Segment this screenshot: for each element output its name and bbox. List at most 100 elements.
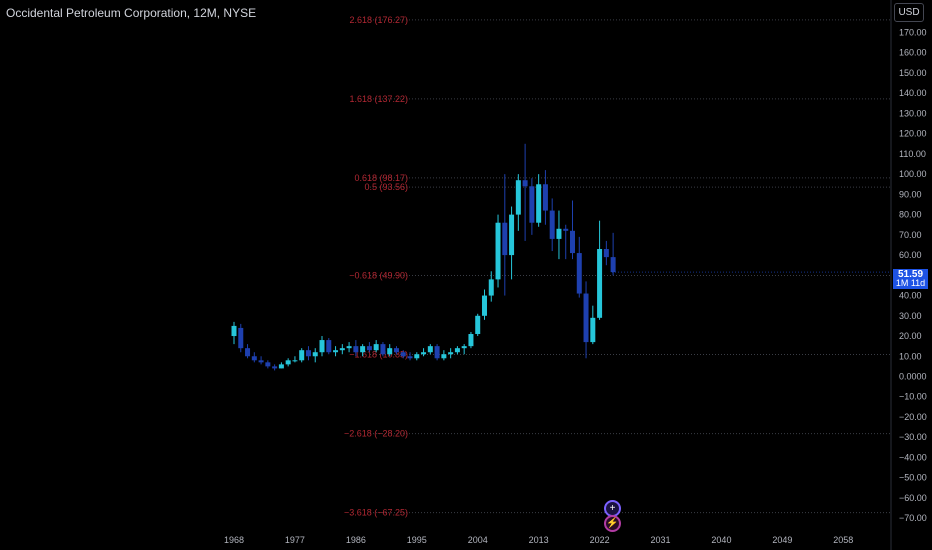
candle-body bbox=[387, 348, 393, 355]
candle-body bbox=[610, 257, 616, 273]
candle-body bbox=[292, 360, 298, 362]
price-axis-tick: 140.00 bbox=[899, 88, 927, 98]
candle-body bbox=[353, 346, 359, 353]
candle-body bbox=[576, 253, 582, 294]
candle-body bbox=[495, 222, 501, 280]
fib-level-label: 0.618 (98.17) bbox=[354, 173, 408, 183]
bar-countdown: 1M 11d bbox=[895, 278, 926, 288]
price-axis-tick: 20.00 bbox=[899, 331, 922, 341]
fib-level-label: 2.618 (176.27) bbox=[349, 15, 408, 25]
price-axis-tick: −40.00 bbox=[899, 452, 927, 462]
candle-body bbox=[319, 340, 325, 353]
candle-body bbox=[481, 295, 487, 316]
candle-body bbox=[285, 360, 291, 365]
candle-body bbox=[238, 327, 244, 349]
candle-body bbox=[312, 352, 318, 357]
time-axis-tick: 2049 bbox=[772, 535, 792, 545]
time-axis-tick: 2058 bbox=[833, 535, 853, 545]
time-axis-tick: 1968 bbox=[224, 535, 244, 545]
currency-button[interactable]: USD bbox=[894, 3, 924, 22]
candle-body bbox=[542, 184, 548, 211]
candle-body bbox=[305, 350, 311, 357]
candle-body bbox=[326, 340, 332, 353]
candle-body bbox=[475, 315, 481, 335]
candle-body bbox=[400, 352, 406, 357]
candle-body bbox=[245, 348, 251, 357]
fib-level-label: −2.618 (−28.20) bbox=[344, 429, 408, 439]
time-axis-tick: 1977 bbox=[285, 535, 305, 545]
fib-level-label: 0.5 (93.56) bbox=[364, 182, 408, 192]
candle-body bbox=[299, 350, 305, 361]
candle-body bbox=[549, 210, 555, 239]
fib-level-label: −1.618 (10.85) bbox=[349, 350, 408, 360]
candle-body bbox=[265, 362, 271, 367]
candle-body bbox=[454, 348, 460, 353]
candle-body bbox=[434, 346, 440, 359]
time-axis-tick: 2013 bbox=[529, 535, 549, 545]
price-axis-tick: 30.00 bbox=[899, 311, 922, 321]
candle-body bbox=[421, 352, 427, 355]
candle-body bbox=[251, 356, 257, 361]
price-axis-tick: 120.00 bbox=[899, 129, 927, 139]
candle-body bbox=[339, 348, 345, 351]
time-axis-tick: 2004 bbox=[468, 535, 488, 545]
candle-body bbox=[231, 325, 237, 337]
candle-body bbox=[583, 293, 589, 343]
candle-body bbox=[556, 228, 562, 239]
candle-body bbox=[373, 344, 379, 351]
price-axis-tick: 60.00 bbox=[899, 250, 922, 260]
price-axis-tick: −20.00 bbox=[899, 412, 927, 422]
candle-body bbox=[570, 230, 575, 254]
candle-body bbox=[380, 344, 386, 355]
time-axis-tick: 1995 bbox=[407, 535, 427, 545]
candle-body bbox=[603, 249, 609, 258]
candle-body bbox=[536, 184, 542, 223]
candle-body bbox=[258, 360, 264, 363]
candle-body bbox=[515, 180, 521, 215]
candle-body bbox=[278, 364, 284, 369]
time-axis-tick: 2031 bbox=[650, 535, 670, 545]
candle-body bbox=[366, 346, 372, 351]
candle-body bbox=[522, 180, 528, 187]
candle-body bbox=[468, 334, 474, 347]
candle-body bbox=[597, 249, 603, 318]
price-axis-tick: 90.00 bbox=[899, 189, 922, 199]
candle-body bbox=[488, 279, 494, 296]
candle-body bbox=[502, 222, 508, 256]
symbol-title[interactable]: Occidental Petroleum Corporation, 12M, N… bbox=[6, 6, 257, 20]
price-axis-tick: 80.00 bbox=[899, 210, 922, 220]
price-axis-tick: 0.0000 bbox=[899, 372, 927, 382]
price-axis-tick: −10.00 bbox=[899, 392, 927, 402]
price-axis-tick: 100.00 bbox=[899, 169, 927, 179]
price-axis-tick: 40.00 bbox=[899, 291, 922, 301]
price-axis-tick: 160.00 bbox=[899, 48, 927, 58]
time-axis-tick: 2022 bbox=[590, 535, 610, 545]
fib-level-label: 1.618 (137.22) bbox=[349, 94, 408, 104]
candle-body bbox=[393, 348, 399, 353]
price-axis-tick: 10.00 bbox=[899, 351, 922, 361]
price-axis-tick: −60.00 bbox=[899, 493, 927, 503]
fib-level-label: −3.618 (−67.25) bbox=[344, 508, 408, 518]
last-price-badge: 51.59 1M 11d bbox=[893, 269, 928, 289]
time-axis-tick: 1986 bbox=[346, 535, 366, 545]
price-axis-tick: 70.00 bbox=[899, 230, 922, 240]
candle-body bbox=[346, 346, 352, 349]
candle-body bbox=[407, 356, 413, 359]
price-axis-tick: 170.00 bbox=[899, 28, 927, 38]
candle-body bbox=[529, 186, 535, 223]
candle-body bbox=[427, 346, 433, 353]
price-axis-tick: −30.00 bbox=[899, 432, 927, 442]
candle-body bbox=[272, 366, 278, 369]
candle-body bbox=[333, 350, 339, 353]
price-axis-tick: −50.00 bbox=[899, 473, 927, 483]
candle-body bbox=[414, 354, 420, 359]
candle-body bbox=[509, 214, 515, 256]
candle-body bbox=[461, 346, 467, 349]
time-axis-tick: 2040 bbox=[711, 535, 731, 545]
fib-level-label: −0.618 (49.90) bbox=[349, 271, 408, 281]
price-axis-tick: 130.00 bbox=[899, 108, 927, 118]
candle-body bbox=[441, 354, 447, 359]
candle-body bbox=[563, 228, 569, 231]
lightning-icon[interactable]: ⚡ bbox=[604, 515, 621, 532]
